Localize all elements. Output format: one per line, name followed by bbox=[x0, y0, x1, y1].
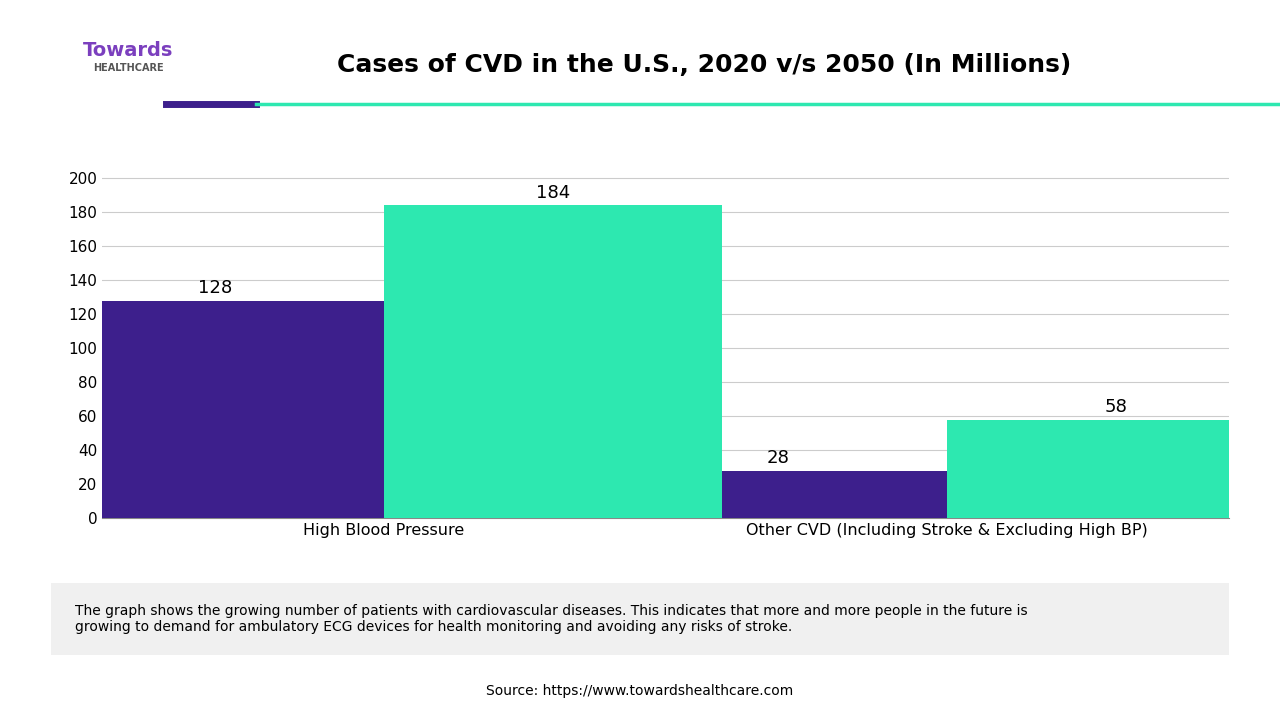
Text: Cases of CVD in the U.S., 2020 v/s 2050 (In Millions): Cases of CVD in the U.S., 2020 v/s 2050 … bbox=[337, 53, 1071, 77]
Text: Towards: Towards bbox=[83, 41, 173, 60]
Text: 128: 128 bbox=[198, 279, 232, 297]
Bar bbox=[609, 471, 947, 518]
Text: The graph shows the growing number of patients with cardiovascular diseases. Thi: The graph shows the growing number of pa… bbox=[74, 604, 1028, 634]
Text: 184: 184 bbox=[536, 184, 570, 202]
Text: 28: 28 bbox=[767, 449, 790, 467]
Text: HEALTHCARE: HEALTHCARE bbox=[92, 63, 164, 73]
Text: 58: 58 bbox=[1105, 398, 1128, 416]
Legend: 2020, 2050: 2020, 2050 bbox=[568, 579, 763, 614]
Bar bbox=[947, 420, 1280, 518]
Bar bbox=[46, 300, 384, 518]
Bar bbox=[384, 205, 722, 518]
Text: Source: https://www.towardshealthcare.com: Source: https://www.towardshealthcare.co… bbox=[486, 684, 794, 698]
